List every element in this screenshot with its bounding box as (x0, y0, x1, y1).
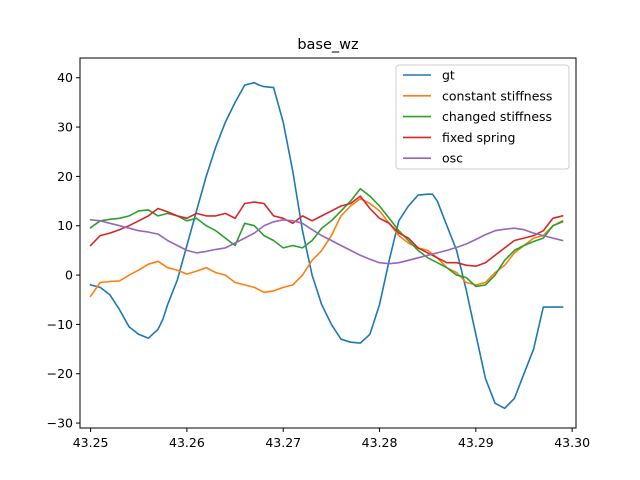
y-tick-label: −30 (47, 416, 73, 431)
legend-label: gt (442, 68, 455, 83)
y-tick-label: 0 (65, 268, 73, 283)
chart-title: base_wz (297, 37, 358, 53)
legend-label: osc (442, 151, 463, 166)
plot-area-frame (79, 57, 577, 429)
x-tick-label: 43.27 (265, 435, 301, 450)
series-line-osc (89, 218, 564, 265)
x-tick-label: 43.30 (554, 435, 590, 450)
legend-label: constant stiffness (442, 88, 552, 103)
y-tick-label: 30 (57, 120, 73, 135)
legend-label: changed stiffness (442, 109, 552, 124)
series-line-gt (89, 81, 564, 410)
plot-series (89, 81, 564, 410)
y-tick-label: 10 (57, 218, 73, 233)
legend-box (395, 64, 570, 170)
series-line-constant-stiffness (89, 197, 564, 298)
series-line-changed-stiffness (89, 187, 564, 288)
x-tick-label: 43.28 (362, 435, 398, 450)
legend-label: fixed spring (442, 130, 515, 145)
x-tick-label: 43.26 (169, 435, 205, 450)
y-tick-label: 40 (57, 70, 73, 85)
y-tick-label: −20 (47, 366, 73, 381)
y-tick-label: −10 (47, 317, 73, 332)
x-tick-label: 43.25 (73, 435, 109, 450)
series-line-fixed-spring (89, 195, 564, 268)
y-tick-label: 20 (57, 169, 73, 184)
x-axis-ticks: 43.25 43.26 43.27 43.28 43.29 43.30 (73, 428, 590, 450)
legend: gt constant stiffness changed stiffness fix… (395, 64, 570, 170)
x-tick-label: 43.29 (458, 435, 494, 450)
y-axis-ticks: −30 −20 −10 0 10 20 30 40 (47, 70, 80, 431)
